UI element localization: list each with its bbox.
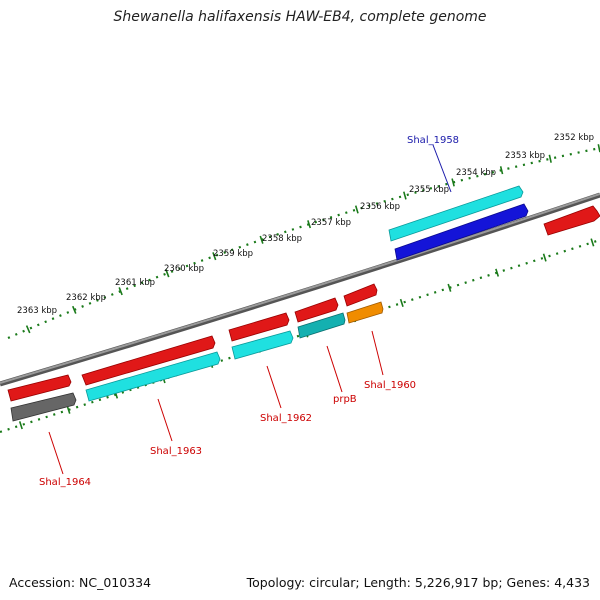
ruler-label-2362: 2362 kbp: [66, 293, 106, 303]
feature-gene-shal-1964[interactable]: [7, 374, 72, 402]
outer-ruler-dots: [7, 146, 600, 340]
label-line-shal-1964: [48, 431, 64, 475]
ruler-label-2357: 2357 kbp: [311, 218, 351, 228]
label-line-shal-1962: [266, 365, 282, 409]
ruler-label-2358: 2358 kbp: [262, 234, 302, 244]
label-line-shal-1963: [157, 398, 173, 442]
gene-label-shal-1964[interactable]: Shal_1964: [39, 477, 91, 488]
feature-cds-prpB[interactable]: [297, 312, 346, 339]
feature-cds-shal-1962[interactable]: [231, 330, 294, 360]
ruler-label-2352: 2352 kbp: [554, 133, 594, 143]
map-title: Shewanella halifaxensis HAW-EB4, complet…: [113, 9, 487, 25]
inner-ruler-tick: [447, 283, 452, 292]
gene-label-shal-1958[interactable]: Shal_1958: [407, 135, 459, 146]
outer-ruler-tick: [354, 205, 359, 214]
feature-cds-shal-1964[interactable]: [10, 392, 77, 422]
feature-cds-shal-1963[interactable]: [85, 351, 221, 402]
accession-text: Accession: NC_010334: [9, 575, 152, 590]
outer-ruler-tick: [25, 325, 31, 334]
outer-ruler-tick: [212, 252, 217, 261]
inner-ruler-dots: [0, 238, 600, 434]
feature-gene-shal-1958[interactable]: [394, 203, 529, 261]
ruler-label-2359: 2359 kbp: [213, 249, 253, 259]
outer-ruler-tick: [165, 269, 170, 278]
outer-ruler-tick: [307, 220, 312, 229]
ruler-label-2360: 2360 kbp: [164, 264, 204, 274]
inner-ruler-tick: [399, 298, 404, 308]
ruler-label-2353: 2353 kbp: [505, 151, 545, 161]
feature-cds-shal-1960[interactable]: [346, 301, 384, 324]
feature-gene-shal-1962[interactable]: [228, 312, 290, 342]
inner-ruler-tick: [590, 238, 595, 247]
gene-label-shal-1960[interactable]: Shal_1960: [364, 380, 416, 391]
label-line-prpB: [326, 345, 343, 393]
genome-backbone-highlight: [0, 193, 600, 384]
label-line-shal-1958: [432, 144, 452, 193]
gene-label-shal-1962[interactable]: Shal_1962: [260, 413, 312, 424]
outer-ruler-tick: [259, 235, 264, 244]
feature-gene-shal-1963[interactable]: [81, 335, 216, 386]
label-line-shal-1960: [371, 330, 384, 376]
outer-ruler-tick: [451, 178, 455, 187]
inner-ruler-tick: [18, 421, 23, 430]
feature-gene-right-edge[interactable]: [543, 205, 600, 236]
ruler-label-2361: 2361 kbp: [115, 278, 155, 288]
ruler-label-2355: 2355 kbp: [409, 185, 449, 195]
inner-ruler-tick: [495, 268, 500, 277]
outer-ruler-tick: [72, 305, 77, 314]
ruler-label-2354: 2354 kbp: [456, 168, 496, 178]
ruler-label-2356: 2356 kbp: [360, 202, 400, 212]
feature-cds-shal-1958[interactable]: [388, 185, 524, 242]
outer-ruler-tick: [118, 287, 123, 296]
feature-gene-shal-1960[interactable]: [343, 283, 378, 307]
ruler-label-2363: 2363 kbp: [17, 306, 57, 316]
gene-label-shal-1963[interactable]: Shal_1963: [150, 446, 202, 457]
inner-ruler-tick: [542, 253, 547, 262]
inner-ruler-tick: [66, 405, 71, 414]
outer-ruler-tick: [403, 191, 407, 200]
gene-label-prpB[interactable]: prpB: [333, 394, 357, 405]
outer-ruler-tick: [499, 166, 504, 175]
genome-summary-text: Topology: circular; Length: 5,226,917 bp…: [246, 575, 590, 590]
feature-gene-prpB[interactable]: [294, 297, 339, 323]
outer-ruler-tick: [548, 154, 552, 163]
